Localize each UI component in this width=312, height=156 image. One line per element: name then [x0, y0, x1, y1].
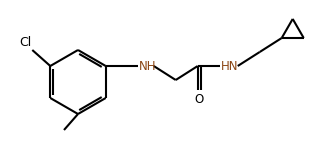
Text: HN: HN: [221, 59, 238, 73]
Text: O: O: [194, 93, 203, 106]
Text: Cl: Cl: [19, 36, 31, 49]
Text: NH: NH: [139, 59, 156, 73]
